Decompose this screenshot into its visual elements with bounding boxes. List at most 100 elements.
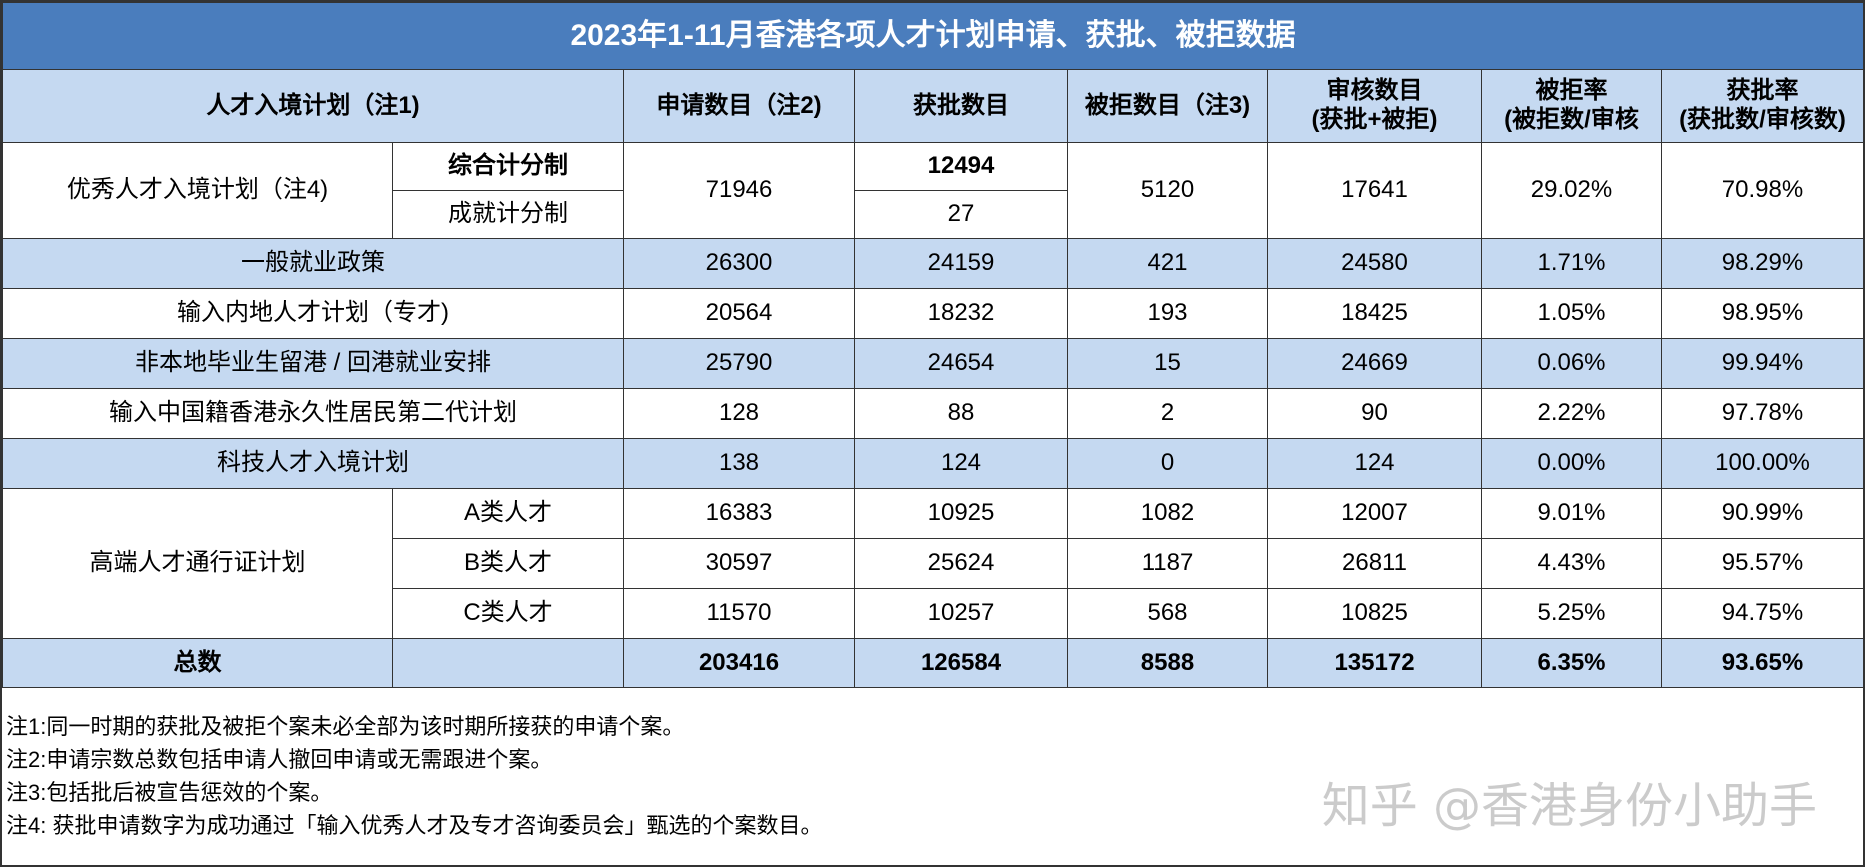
header-reject-rate: 被拒率 (被拒数/审核 [1481,69,1662,143]
total-reject-rate: 6.35% [1481,638,1662,688]
row-name: 输入中国籍香港永久性居民第二代计划 [2,388,624,439]
row-name: 科技人才入境计划 [2,438,624,489]
row-rejected: 2 [1067,388,1268,439]
header-reviewed-line2: (获批+被拒) [1311,106,1438,133]
row-approve-rate: 98.29% [1660,238,1865,289]
ttps-approve-rate: 95.57% [1660,538,1865,589]
row-approve-rate: 100.00% [1660,438,1865,489]
total-reviewed: 135172 [1267,638,1482,688]
row-rejected: 0 [1067,438,1268,489]
table-row: 优秀人才入境计划（注4) 综合计分制 71946 12494 5120 1764… [2,142,1865,239]
table-row: 高端人才通行证计划 A类人才 16383 10925 1082 12007 9.… [2,488,1865,639]
row-reject-rate: 2.22% [1481,388,1662,439]
header-applications: 申请数目（注2) [623,69,855,143]
row-reviewed: 18425 [1267,288,1482,339]
watermark: 知乎 @香港身份小助手 [1321,778,1817,834]
row-reviewed: 90 [1267,388,1482,439]
ttps-approve-rate: 94.75% [1660,588,1865,639]
row-approved: 18232 [854,288,1068,339]
header-reject-rate-line1: 被拒率 [1535,77,1608,105]
row-reviewed: 24580 [1267,238,1482,289]
header-rejected: 被拒数目（注3) [1067,69,1268,143]
qmas-reject-rate: 29.02% [1481,142,1662,239]
qmas-approved-general: 12494 [854,142,1068,191]
row-name: 非本地毕业生留港 / 回港就业安排 [2,338,624,389]
table-row: 一般就业政策 26300 24159 421 24580 1.71% 98.29… [2,238,1865,289]
qmas-approve-rate: 70.98% [1660,142,1865,239]
row-applications: 128 [623,388,855,439]
footnote: 注4: 获批申请数字为成功通过「输入优秀人才及专才咨询委员会」甄选的个案数目。 [6,813,823,838]
row-applications: 138 [623,438,855,489]
ttps-rejected: 1187 [1067,538,1268,589]
title-row: 2023年1-11月香港各项人才计划申请、获批、被拒数据 [1,2,1865,70]
total-rejected: 8588 [1067,638,1268,688]
total-approved: 126584 [854,638,1068,688]
footnote: 注2:申请宗数总数包括申请人撤回申请或无需跟进个案。 [6,747,553,772]
total-label: 总数 [2,638,393,688]
total-empty-cell [392,638,624,688]
row-reviewed: 24669 [1267,338,1482,389]
row-applications: 26300 [623,238,855,289]
row-approve-rate: 99.94% [1660,338,1865,389]
qmas-general-points: 综合计分制 [392,142,624,191]
row-rejected: 421 [1067,238,1268,289]
row-reject-rate: 1.71% [1481,238,1662,289]
row-reject-rate: 1.05% [1481,288,1662,339]
ttps-rejected: 568 [1067,588,1268,639]
row-approved: 124 [854,438,1068,489]
ttps-applications: 30597 [623,538,855,589]
ttps-reject-rate: 4.43% [1481,538,1662,589]
ttps-reject-rate: 9.01% [1481,488,1662,539]
total-applications: 203416 [623,638,855,688]
total-row: 总数 203416 126584 8588 135172 6.35% 93.65… [2,638,1865,688]
footnote: 注1:同一时期的获批及被拒个案未必全部为该时期所接获的申请个案。 [6,714,685,739]
header-reject-rate-line2: (被拒数/审核 [1504,106,1639,133]
row-rejected: 15 [1067,338,1268,389]
footnote: 注3:包括批后被宣告惩效的个案。 [6,780,333,805]
table-row: 成就计分制 27 [3,190,1864,239]
ttps-approved: 25624 [854,538,1068,589]
ttps-applications: 16383 [623,488,855,539]
ttps-approved: 10257 [854,588,1068,639]
row-reject-rate: 0.00% [1481,438,1662,489]
header-approve-rate-line2: (获批数/审核数) [1679,106,1846,133]
table-row: 科技人才入境计划 138 124 0 124 0.00% 100.00% [2,438,1865,489]
qmas-approved-achievement: 27 [854,190,1068,239]
header-row: 人才入境计划（注1) 申请数目（注2) 获批数目 被拒数目（注3) 审核数目 (… [2,69,1865,143]
header-approve-rate-line1: 获批率 [1726,77,1799,105]
row-rejected: 193 [1067,288,1268,339]
row-reviewed: 124 [1267,438,1482,489]
row-approved: 88 [854,388,1068,439]
header-approve-rate: 获批率 (获批数/审核数) [1660,69,1865,143]
ttps-applications: 11570 [623,588,855,639]
total-approve-rate: 93.65% [1660,638,1865,688]
table-row: 输入内地人才计划（专才) 20564 18232 193 18425 1.05%… [2,288,1865,339]
qmas-rejected: 5120 [1067,142,1268,239]
ttps-reviewed: 12007 [1267,488,1482,539]
ttps-approved: 10925 [854,488,1068,539]
ttps-reviewed: 26811 [1267,538,1482,589]
ttps-reviewed: 10825 [1267,588,1482,639]
table-row: 输入中国籍香港永久性居民第二代计划 128 88 2 90 2.22% 97.7… [2,388,1865,439]
ttps-sub-name: A类人才 [392,488,624,539]
row-name: 输入内地人才计划（专才) [2,288,624,339]
qmas-achievement-points: 成就计分制 [392,190,624,239]
row-approved: 24159 [854,238,1068,289]
row-name: 一般就业政策 [2,238,624,289]
row-approved: 24654 [854,338,1068,389]
table-row: B类人才 30597 25624 1187 26811 4.43% 95.57% [3,538,1865,589]
footnotes: 注1:同一时期的获批及被拒个案未必全部为该时期所接获的申请个案。 注2:申请宗数… [6,710,822,842]
row-reject-rate: 0.06% [1481,338,1662,389]
header-approved: 获批数目 [854,69,1068,143]
ttps-sub-name: B类人才 [392,538,624,589]
qmas-applications: 71946 [623,142,855,239]
table-row: 非本地毕业生留港 / 回港就业安排 25790 24654 15 24669 0… [2,338,1865,389]
row-approve-rate: 98.95% [1660,288,1865,339]
table-title: 2023年1-11月香港各项人才计划申请、获批、被拒数据 [1,2,1865,70]
ttps-sub-name: C类人才 [392,588,624,639]
ttps-name: 高端人才通行证计划 [2,488,393,639]
ttps-approve-rate: 90.99% [1660,488,1865,539]
row-approve-rate: 97.78% [1660,388,1865,439]
talent-scheme-table: 2023年1-11月香港各项人才计划申请、获批、被拒数据 人才入境计划（注1) … [1,2,1865,688]
